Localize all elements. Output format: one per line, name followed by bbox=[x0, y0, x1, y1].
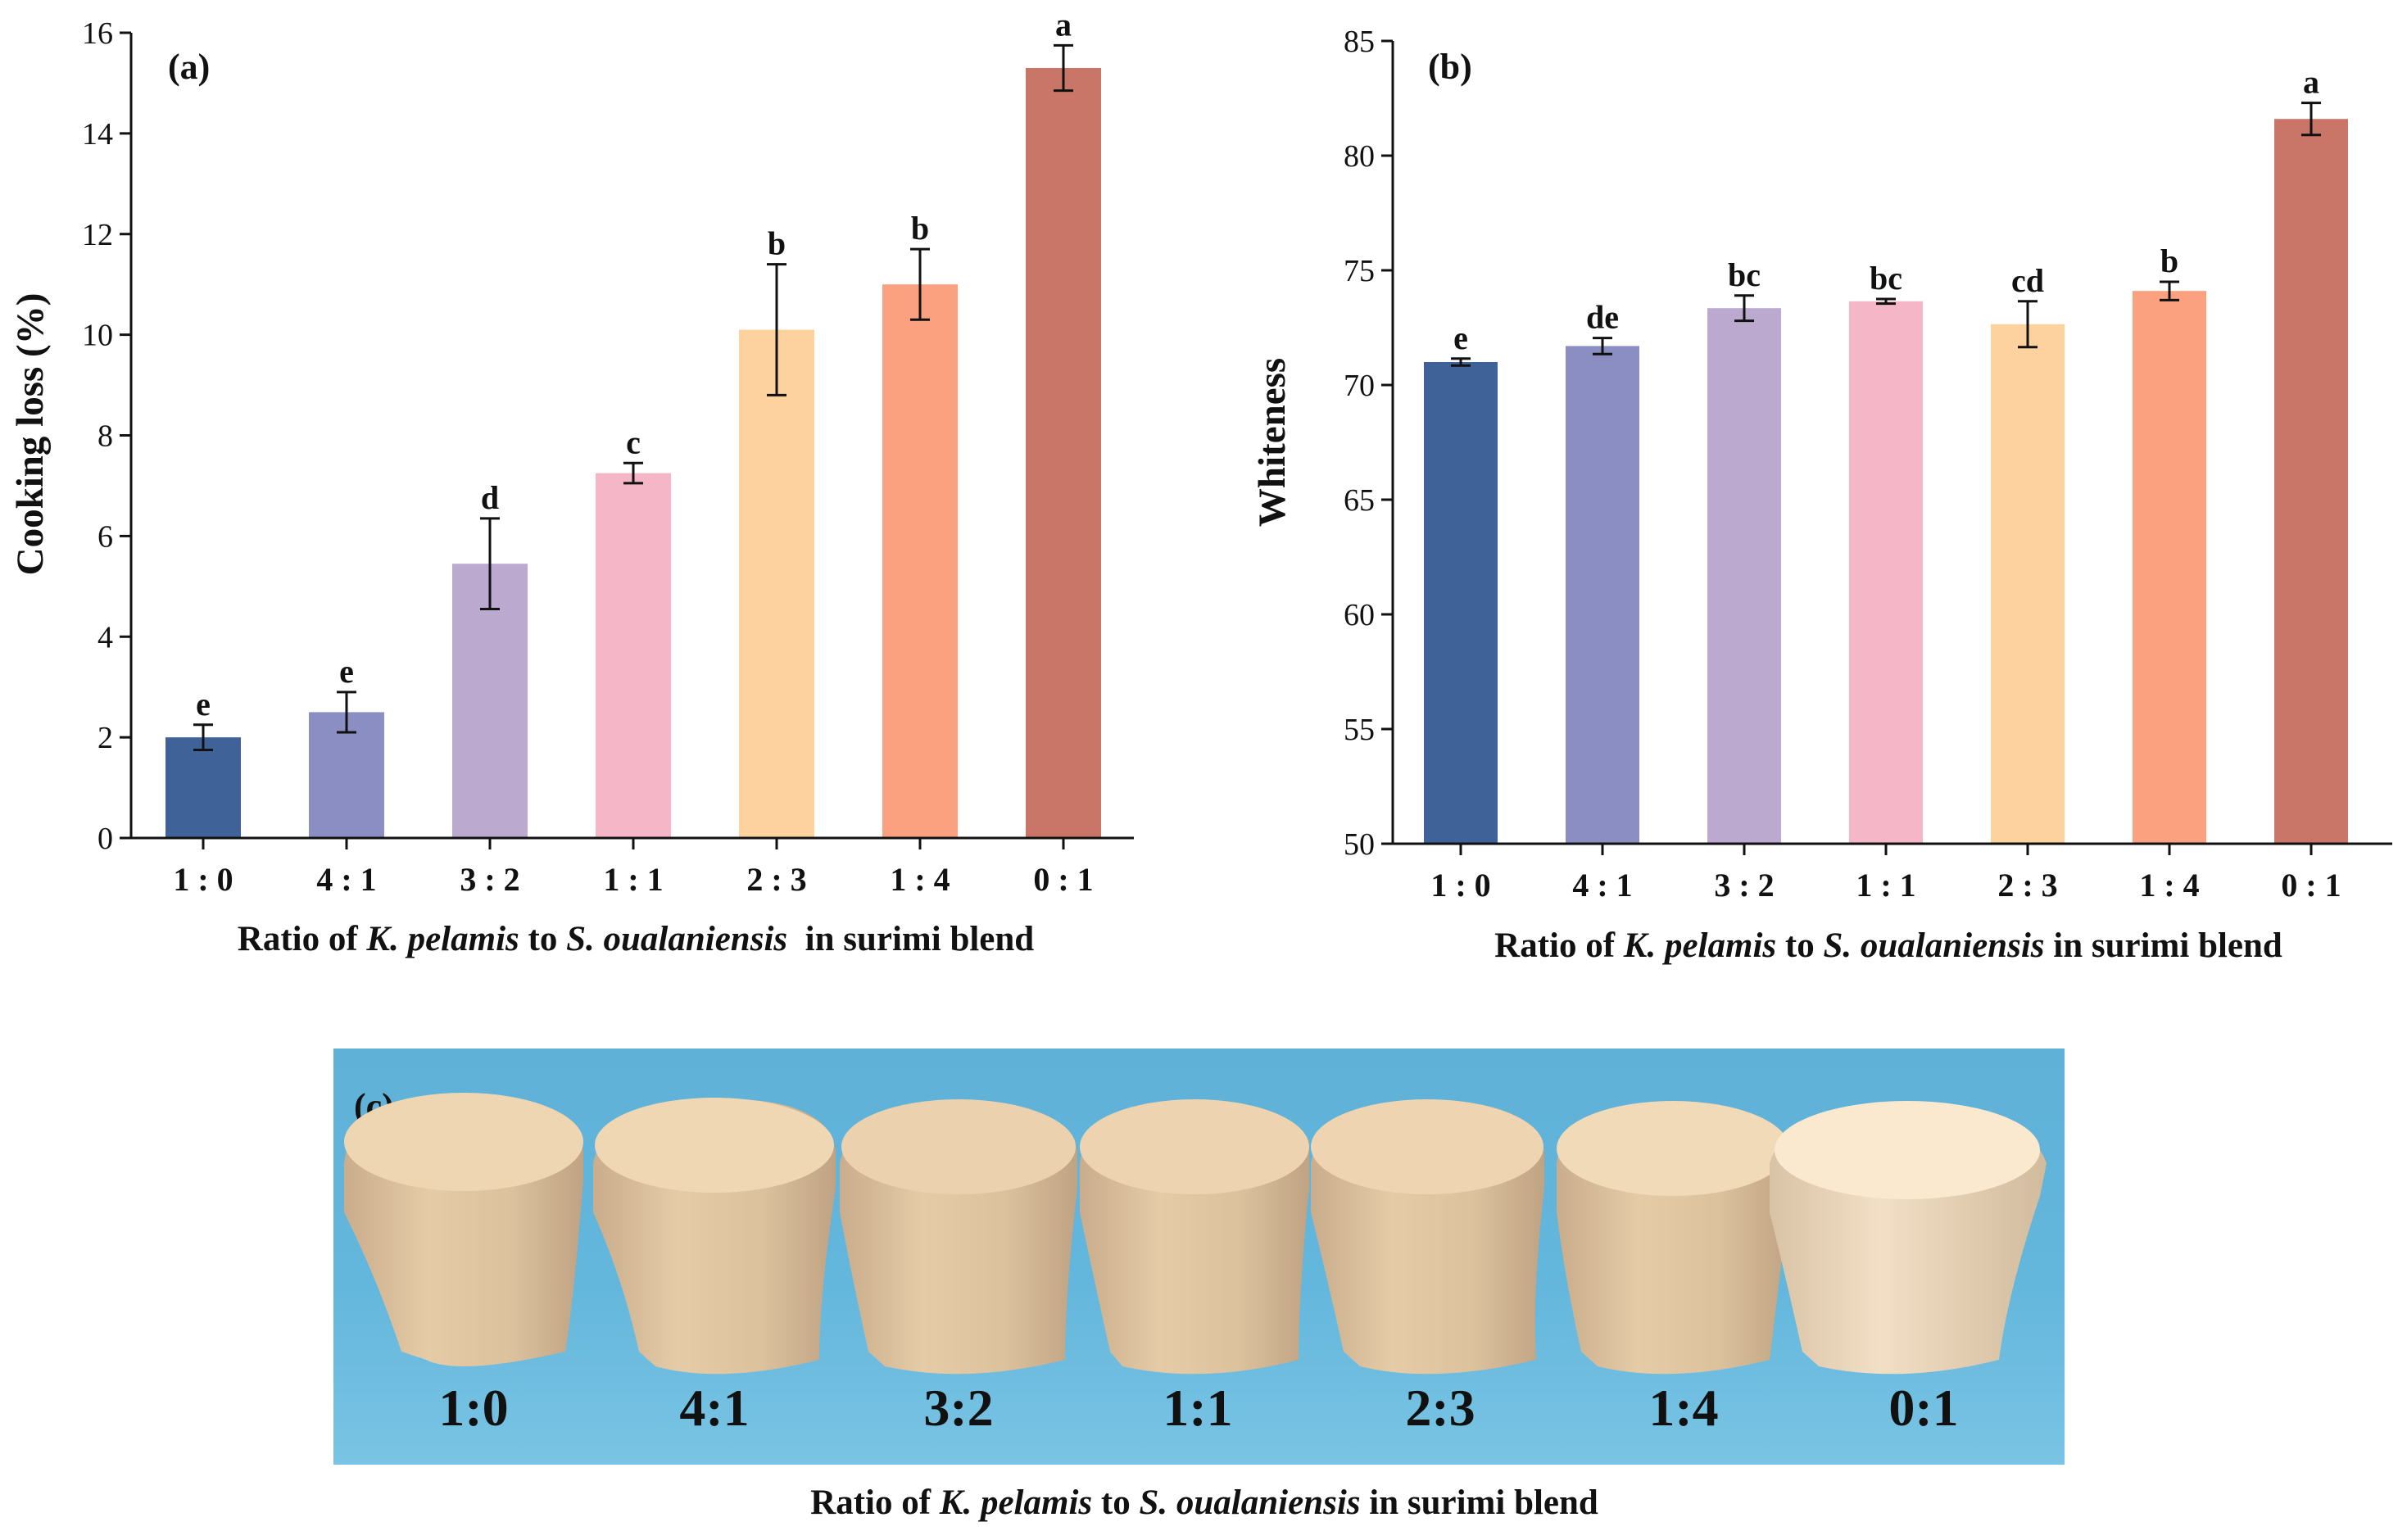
chart-a-sig-letter-1: e bbox=[196, 686, 211, 722]
chart-a-ytick-label: 0 bbox=[97, 822, 113, 856]
chart-b-errorbar-4 bbox=[1876, 297, 1896, 306]
gel-sample-4 bbox=[1080, 1099, 1309, 1375]
gel-sample-2 bbox=[593, 1098, 836, 1375]
chart-b-xlabel: Ratio of K. pelamis to S. oualaniensis i… bbox=[1494, 926, 2282, 965]
chart-b-sig-letter-5: cd bbox=[2011, 262, 2044, 299]
chart-a-errorbar-3 bbox=[480, 517, 500, 610]
chart-b-sig-letter-7: a bbox=[2303, 64, 2319, 101]
chart-b-ytick-label: 85 bbox=[1344, 25, 1375, 59]
chart-a-sig-letter-5: b bbox=[768, 225, 786, 262]
chart-b: Whiteness (b) 50 55 60 65 70 75 80 85 e 1 : 0 de 4… bbox=[1251, 25, 2392, 965]
chart-a-ytick-label: 2 bbox=[97, 721, 113, 755]
chart-a-bar-5 bbox=[739, 329, 814, 838]
chart-a-sig-letter-3: d bbox=[481, 479, 499, 516]
chart-a-sig-letter-2: e bbox=[339, 653, 354, 690]
chart-a-errorbar-7 bbox=[1054, 43, 1073, 93]
chart-b-category-label-7: 0 : 1 bbox=[2281, 867, 2341, 904]
photo-sample-label-1: 1:0 bbox=[438, 1379, 508, 1437]
photo-sample-label-2: 4:1 bbox=[679, 1379, 749, 1437]
chart-a-category-label-2: 4 : 1 bbox=[316, 861, 376, 898]
chart-b-category-label-2: 4 : 1 bbox=[1572, 867, 1632, 904]
chart-b-category-label-3: 3 : 2 bbox=[1714, 867, 1774, 904]
chart-b-category-label-6: 1 : 4 bbox=[2139, 867, 2199, 904]
chart-b-bar-1 bbox=[1424, 362, 1498, 844]
chart-a-ytick-label: 14 bbox=[82, 117, 113, 152]
photo-panel: (c) 1:0 4:1 3:2 1:1 2:3 1:4 0:1 Ratio of K. pe… bbox=[333, 1049, 2065, 1522]
chart-b-errorbar-7 bbox=[2301, 102, 2321, 137]
photo-sample-label-5: 2:3 bbox=[1405, 1379, 1475, 1437]
chart-b-ytick-label: 70 bbox=[1344, 369, 1375, 403]
chart-b-bar-3 bbox=[1707, 308, 1781, 844]
chart-a-category-label-7: 0 : 1 bbox=[1033, 861, 1093, 898]
chart-b-panel-label: (b) bbox=[1428, 47, 1472, 87]
chart-b-sig-letter-6: b bbox=[2160, 242, 2178, 279]
chart-b-sig-letter-4: bc bbox=[1870, 260, 1902, 297]
chart-a-sig-letter-6: b bbox=[911, 210, 929, 247]
chart-a: Cooking loss (%) (a) 0 2 4 6 8 10 12 14 16 e 1 : … bbox=[9, 6, 1134, 958]
chart-b-errorbar-6 bbox=[2160, 280, 2179, 301]
chart-b-errorbar-3 bbox=[1734, 294, 1754, 323]
chart-a-ytick-label: 16 bbox=[82, 16, 113, 51]
chart-a-sig-letter-7: a bbox=[1055, 6, 1072, 43]
chart-a-errorbar-4 bbox=[623, 461, 643, 485]
chart-a-errorbar-2 bbox=[337, 691, 356, 734]
chart-b-category-label-5: 2 : 3 bbox=[1997, 867, 2057, 904]
chart-a-bar-7 bbox=[1026, 68, 1101, 839]
gel-sample-5 bbox=[1311, 1099, 1544, 1375]
photo-sample-label-6: 1:4 bbox=[1648, 1379, 1718, 1437]
chart-b-errorbar-5 bbox=[2018, 300, 2038, 349]
chart-a-sig-letter-4: c bbox=[626, 424, 641, 460]
chart-a-ytick-label: 4 bbox=[97, 620, 113, 654]
gel-sample-1 bbox=[344, 1093, 583, 1366]
chart-b-ytick-label: 55 bbox=[1344, 713, 1375, 747]
chart-a-ytick-label: 12 bbox=[82, 218, 113, 252]
chart-b-sig-letter-3: bc bbox=[1728, 256, 1761, 293]
chart-b-errorbar-2 bbox=[1593, 337, 1612, 356]
chart-a-category-label-1: 1 : 0 bbox=[173, 861, 233, 898]
chart-a-category-label-4: 1 : 1 bbox=[603, 861, 663, 898]
chart-b-sig-letter-2: de bbox=[1586, 299, 1619, 336]
chart-a-bar-4 bbox=[596, 473, 671, 838]
chart-a-xlabel: Ratio of K. pelamis to S. oualaniensis i… bbox=[238, 920, 1035, 958]
chart-b-bar-4 bbox=[1849, 301, 1923, 844]
chart-b-bar-7 bbox=[2274, 119, 2348, 844]
chart-a-ytick-label: 10 bbox=[82, 319, 113, 353]
chart-a-bar-6 bbox=[882, 284, 958, 838]
photo-caption: Ratio of K. pelamis to S. oualaniensis i… bbox=[810, 1483, 1598, 1522]
chart-a-category-label-3: 3 : 2 bbox=[460, 861, 519, 898]
chart-a-errorbar-6 bbox=[910, 247, 930, 321]
chart-b-bar-6 bbox=[2133, 291, 2206, 844]
chart-a-ylabel: Cooking loss (%) bbox=[9, 293, 52, 576]
photo-sample-label-4: 1:1 bbox=[1163, 1379, 1232, 1437]
chart-a-y-axis-label: Cooking loss (%) bbox=[9, 293, 52, 576]
chart-b-category-label-1: 1 : 0 bbox=[1430, 867, 1490, 904]
photo-sample-label-3: 3:2 bbox=[923, 1379, 993, 1437]
chart-b-ytick-label: 60 bbox=[1344, 598, 1375, 632]
chart-a-category-label-5: 2 : 3 bbox=[746, 861, 806, 898]
chart-b-category-label-4: 1 : 1 bbox=[1856, 867, 1915, 904]
gel-sample-6 bbox=[1557, 1101, 1790, 1375]
chart-a-category-label-6: 1 : 4 bbox=[890, 861, 950, 898]
chart-b-ylabel: Whiteness bbox=[1251, 358, 1294, 527]
chart-a-bar-1 bbox=[165, 737, 241, 838]
chart-b-ytick-label: 50 bbox=[1344, 827, 1375, 862]
gel-sample-3 bbox=[840, 1099, 1077, 1375]
chart-a-errorbar-5 bbox=[767, 263, 786, 396]
chart-b-ytick-label: 80 bbox=[1344, 139, 1375, 174]
chart-b-y-axis-label: Whiteness bbox=[1251, 358, 1294, 527]
chart-b-errorbar-1 bbox=[1451, 357, 1471, 367]
chart-b-bar-5 bbox=[1991, 324, 2065, 844]
chart-a-errorbar-1 bbox=[193, 723, 213, 751]
chart-b-bar-2 bbox=[1566, 346, 1639, 844]
chart-a-ytick-label: 8 bbox=[97, 419, 113, 454]
gel-sample-7 bbox=[1770, 1101, 2047, 1375]
chart-a-panel-label: (a) bbox=[168, 47, 210, 87]
chart-b-sig-letter-1: e bbox=[1453, 319, 1468, 356]
photo-sample-label-7: 0:1 bbox=[1888, 1379, 1958, 1437]
chart-b-ytick-label: 75 bbox=[1344, 254, 1375, 288]
chart-a-ytick-label: 6 bbox=[97, 519, 113, 554]
chart-b-ytick-label: 65 bbox=[1344, 483, 1375, 518]
